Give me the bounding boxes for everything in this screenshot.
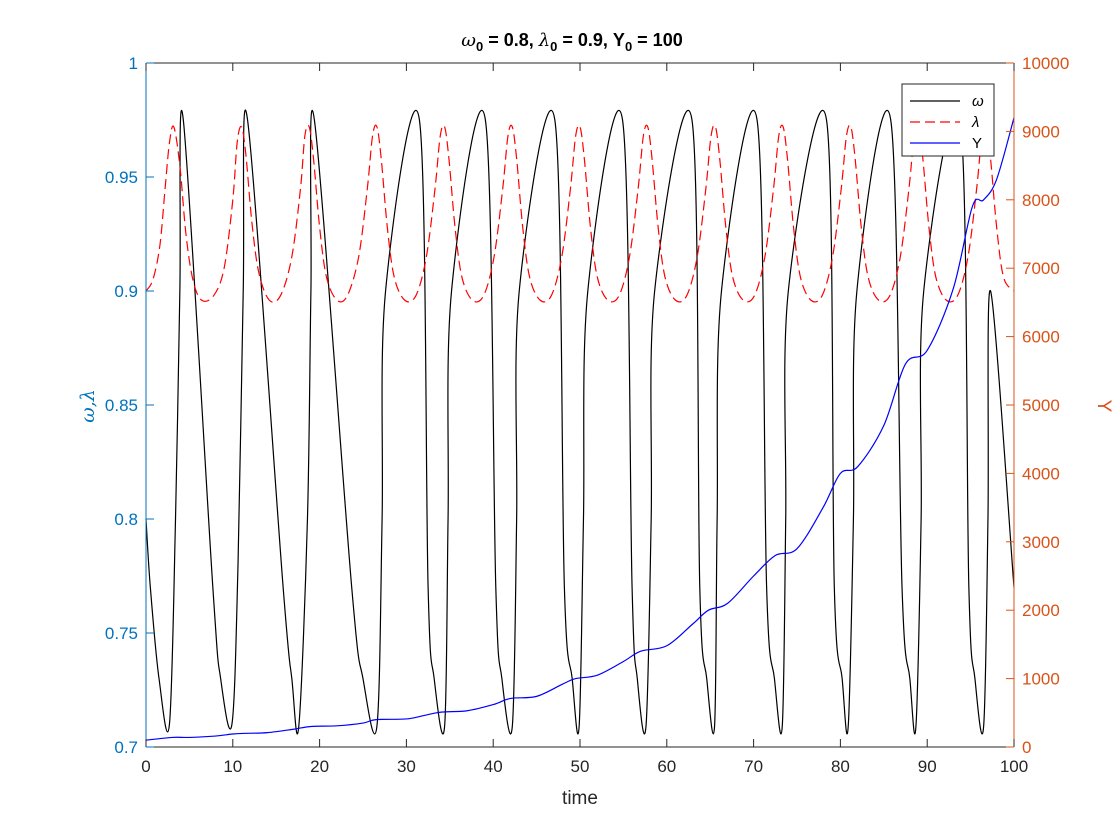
y-left-tick-label-5: 0.95 [105,168,138,187]
x-tick-label-8: 80 [831,757,850,776]
legend-y-label: Y [972,135,982,152]
legend-omega-label: ω [972,93,984,110]
x-tick-label-0: 0 [141,757,150,776]
y-right-tick-label-0: 0 [1022,738,1031,757]
series-layer [145,109,1015,741]
y-right-tick-label-8: 8000 [1022,191,1060,210]
y-left-axis-label: ω,λ [77,389,99,423]
x-tick-label-10: 100 [1000,757,1028,776]
y-left-tick-label-2: 0.8 [114,510,138,529]
x-tick-label-6: 60 [657,757,676,776]
y-right-tick-label-9: 9000 [1022,122,1060,141]
x-tick-label-7: 70 [744,757,763,776]
y-left-tick-label-4: 0.9 [114,282,138,301]
legend-box [901,83,995,157]
x-tick-label-4: 40 [484,757,503,776]
x-tick-label-9: 90 [918,757,937,776]
y-left-tick-label-3: 0.85 [105,396,138,415]
y-right-tick-label-10: 10000 [1022,54,1069,73]
legend-lambda-label: λ [971,114,979,131]
y-right-tick-label-3: 3000 [1022,533,1060,552]
y-right-tick-label-6: 6000 [1022,328,1060,347]
x-tick-label-1: 10 [223,757,242,776]
y-right-tick-label-5: 5000 [1022,396,1060,415]
y-right-tick-label-4: 4000 [1022,464,1060,483]
chart-title: ω0 = 0.8, λ0 = 0.9, Y0 = 100 [461,30,682,54]
series-line-lambda [145,124,1015,303]
y-right-axis-label: Y [1093,400,1114,413]
series-line-y [145,117,1015,741]
x-tick-label-5: 50 [571,757,590,776]
series-line-omega [145,109,1015,735]
axes-layer: 0 10 20 30 40 50 60 70 80 90 1000.70.750.80.850.90… [105,54,1069,776]
x-tick-label-2: 20 [310,757,329,776]
y-right-tick-label-1: 1000 [1022,670,1060,689]
y-left-tick-label-6: 1 [129,54,138,73]
x-axis-label: time [562,788,598,809]
x-tick-label-3: 30 [397,757,416,776]
y-left-tick-label-0: 0.7 [114,738,138,757]
y-right-tick-label-2: 2000 [1022,601,1060,620]
y-left-tick-label-1: 0.75 [105,624,138,643]
y-right-tick-label-7: 7000 [1022,259,1060,278]
legend: ω λ Y [901,83,995,157]
